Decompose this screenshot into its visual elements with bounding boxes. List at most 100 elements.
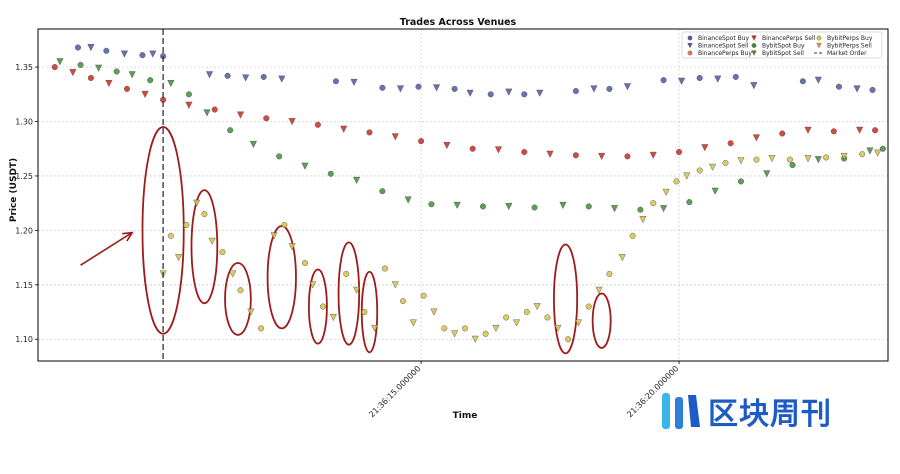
data-point-binancespot bbox=[678, 77, 686, 85]
data-point-bybitperps bbox=[371, 324, 379, 332]
data-point-bybitperps bbox=[361, 309, 368, 316]
data-point-bybitperps bbox=[288, 243, 296, 251]
data-point-bybitspot bbox=[113, 68, 120, 75]
legend-label: BinanceSpot Sell bbox=[698, 43, 749, 50]
data-point-bybitperps bbox=[737, 157, 745, 165]
legend-label: BinancePerps Sell bbox=[762, 35, 816, 42]
data-point-bybitperps bbox=[247, 308, 255, 316]
data-point-binancespot bbox=[139, 52, 146, 59]
legend-label: BinanceSpot Buy bbox=[698, 35, 750, 42]
data-point-bybitspot bbox=[686, 199, 693, 206]
data-point-binanceperps bbox=[856, 126, 864, 134]
y-tick-label: 1.30 bbox=[15, 118, 33, 127]
legend-triangle-icon bbox=[687, 42, 693, 49]
data-point-bybitperps bbox=[219, 249, 226, 256]
data-point-bybitperps bbox=[544, 314, 551, 321]
chart-title: Trades Across Venues bbox=[400, 17, 517, 28]
data-point-binanceperps bbox=[288, 118, 296, 126]
data-point-binancespot bbox=[660, 77, 667, 84]
data-point-bybitperps bbox=[503, 314, 510, 321]
legend-box bbox=[681, 31, 883, 59]
data-point-bybitperps bbox=[441, 325, 448, 332]
data-point-binancespot bbox=[396, 85, 404, 93]
data-point-binanceperps bbox=[366, 129, 373, 136]
legend-entry: BinanceSpot Buy bbox=[687, 35, 750, 42]
data-point-bybitperps bbox=[208, 237, 216, 245]
data-point-binanceperps bbox=[804, 126, 812, 134]
legend-label: BinancePerps Buy bbox=[698, 50, 752, 57]
data-point-bybitperps bbox=[859, 151, 866, 158]
data-point-bybitperps bbox=[193, 199, 201, 207]
data-point-bybitspot bbox=[249, 140, 257, 149]
legend-entry: Market Order bbox=[814, 50, 867, 57]
data-point-bybitperps bbox=[381, 265, 388, 272]
highlight-ellipse bbox=[224, 262, 252, 336]
data-point-bybitperps bbox=[513, 319, 521, 327]
data-point-bybitperps bbox=[753, 156, 760, 163]
legend-triangle-icon bbox=[816, 42, 822, 49]
data-point-bybitspot bbox=[167, 80, 175, 88]
y-tick-label: 1.15 bbox=[15, 281, 33, 290]
data-point-bybitperps bbox=[874, 149, 882, 157]
highlight-ellipse bbox=[141, 126, 185, 335]
legend-entry: BinanceSpot Sell bbox=[687, 42, 749, 50]
data-point-bybitperps bbox=[258, 325, 265, 332]
data-point-binancespot bbox=[505, 88, 513, 96]
data-point-binancespot bbox=[103, 47, 110, 54]
data-point-binanceperps bbox=[236, 111, 245, 119]
data-point-bybitperps bbox=[683, 172, 691, 180]
data-point-binancespot bbox=[242, 74, 250, 82]
data-point-bybitperps bbox=[482, 330, 489, 337]
annotation-layer bbox=[80, 126, 612, 355]
data-point-binanceperps bbox=[572, 152, 579, 159]
data-point-bybitperps bbox=[696, 167, 703, 174]
data-point-binanceperps bbox=[872, 127, 879, 134]
data-point-binancespot bbox=[590, 85, 598, 93]
legend-circle-icon bbox=[751, 43, 757, 48]
data-point-bybitspot bbox=[711, 187, 719, 195]
data-point-bybitperps bbox=[281, 221, 288, 228]
data-point-bybitperps bbox=[804, 155, 812, 163]
data-point-bybitperps bbox=[662, 188, 670, 196]
data-point-bybitspot bbox=[737, 178, 744, 185]
data-point-bybitperps bbox=[606, 270, 613, 277]
y-tick-label: 1.10 bbox=[15, 335, 33, 344]
data-point-binanceperps bbox=[105, 80, 113, 88]
series-layer bbox=[51, 44, 886, 343]
watermark-text: 区块周刊 bbox=[708, 397, 832, 432]
data-point-bybitperps bbox=[768, 155, 776, 163]
annotation-arrow bbox=[80, 231, 133, 266]
data-point-binanceperps bbox=[727, 140, 734, 147]
data-point-bybitspot bbox=[379, 188, 386, 195]
data-point-binanceperps bbox=[141, 90, 149, 98]
data-point-bybitperps bbox=[533, 303, 541, 311]
data-point-bybitperps bbox=[840, 152, 848, 161]
data-point-binanceperps bbox=[185, 101, 193, 109]
data-point-bybitspot bbox=[428, 201, 435, 208]
data-point-binanceperps bbox=[701, 144, 709, 152]
data-point-binanceperps bbox=[546, 150, 554, 158]
data-point-binanceperps bbox=[443, 142, 451, 150]
data-point-binancespot bbox=[224, 72, 231, 79]
data-point-bybitperps bbox=[471, 335, 479, 343]
data-point-binancespot bbox=[74, 44, 81, 51]
data-point-bybitspot bbox=[227, 127, 234, 134]
data-point-bybitspot bbox=[531, 204, 538, 211]
data-point-bybitspot bbox=[404, 196, 412, 204]
legend-label: BybitSpot Sell bbox=[762, 50, 804, 57]
data-point-binanceperps bbox=[469, 145, 476, 152]
data-point-binancespot bbox=[521, 91, 528, 98]
highlight-ellipse bbox=[266, 225, 297, 330]
data-point-binancespot bbox=[799, 78, 806, 85]
data-point-bybitperps bbox=[175, 254, 183, 262]
data-point-bybitspot bbox=[660, 205, 668, 213]
data-point-bybitspot bbox=[95, 64, 103, 72]
data-point-binanceperps bbox=[263, 115, 270, 122]
data-point-bybitperps bbox=[629, 232, 636, 239]
data-point-binanceperps bbox=[391, 133, 399, 141]
data-point-bybitspot bbox=[879, 145, 886, 152]
data-point-bybitperps bbox=[673, 178, 680, 185]
data-point-bybitperps bbox=[353, 286, 361, 294]
